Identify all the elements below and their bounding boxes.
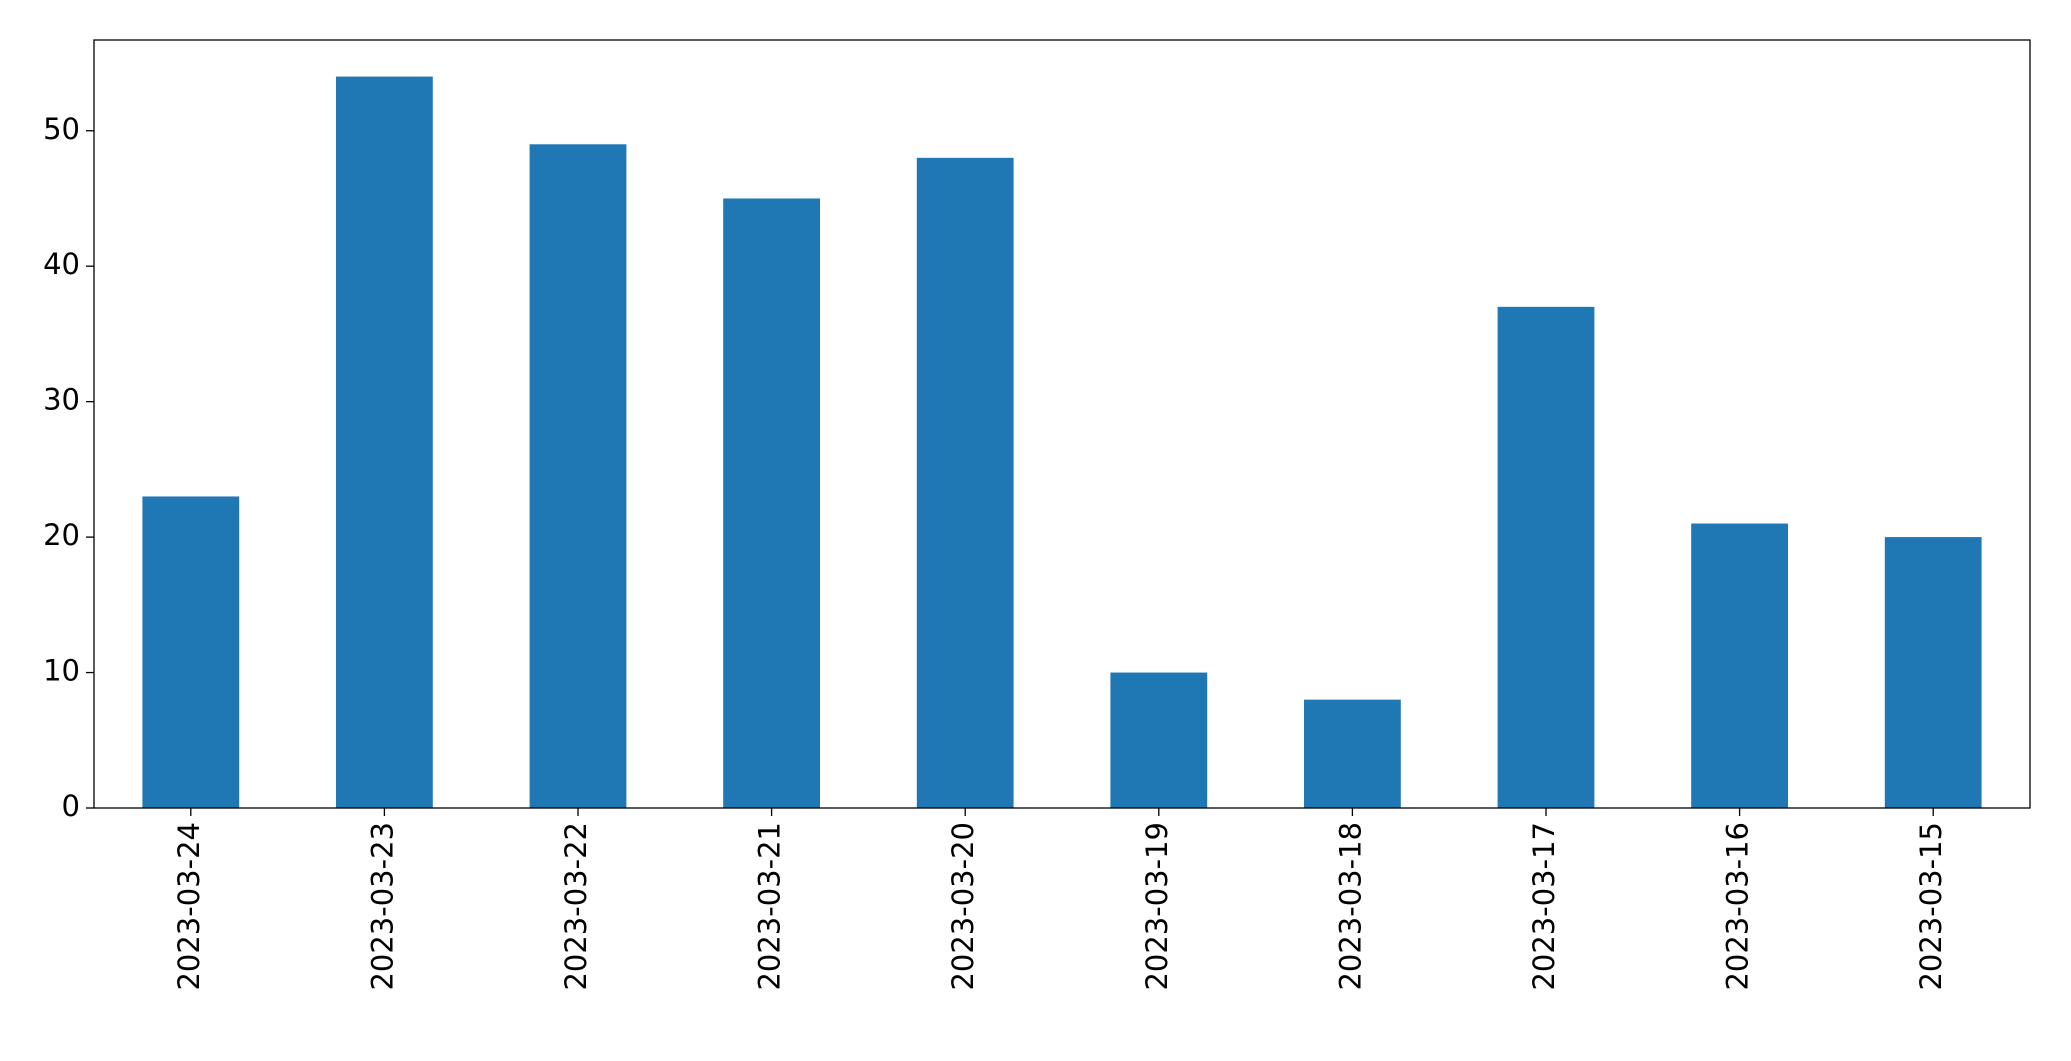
x-tick-label: 2023-03-18 <box>1333 822 1367 991</box>
y-tick-label: 20 <box>43 518 80 552</box>
y-tick-label: 10 <box>43 654 80 688</box>
y-tick-label: 0 <box>62 789 80 823</box>
y-tick-label: 30 <box>43 383 80 417</box>
x-tick-label: 2023-03-22 <box>559 822 593 991</box>
bar <box>916 157 1014 809</box>
y-tick-label: 50 <box>43 112 80 146</box>
x-tick-label: 2023-03-23 <box>365 822 399 991</box>
plot-frame <box>93 39 2031 809</box>
bar <box>1884 537 1982 808</box>
bar <box>1691 523 1788 808</box>
x-tick-label: 2023-03-17 <box>1527 822 1561 991</box>
bar <box>1110 672 1208 808</box>
bar <box>142 496 240 808</box>
bar <box>1304 699 1401 808</box>
x-tick-label: 2023-03-20 <box>946 822 980 991</box>
x-tick-label: 2023-03-16 <box>1721 822 1755 991</box>
x-tick-label: 2023-03-19 <box>1140 822 1174 991</box>
bar <box>723 198 820 808</box>
bar <box>529 144 627 809</box>
y-tick-label: 40 <box>43 247 80 281</box>
x-tick-label: 2023-03-15 <box>1914 822 1948 991</box>
bar <box>1497 306 1595 808</box>
x-tick-label: 2023-03-24 <box>172 822 206 991</box>
bar <box>336 76 433 809</box>
x-tick-label: 2023-03-21 <box>753 822 787 991</box>
